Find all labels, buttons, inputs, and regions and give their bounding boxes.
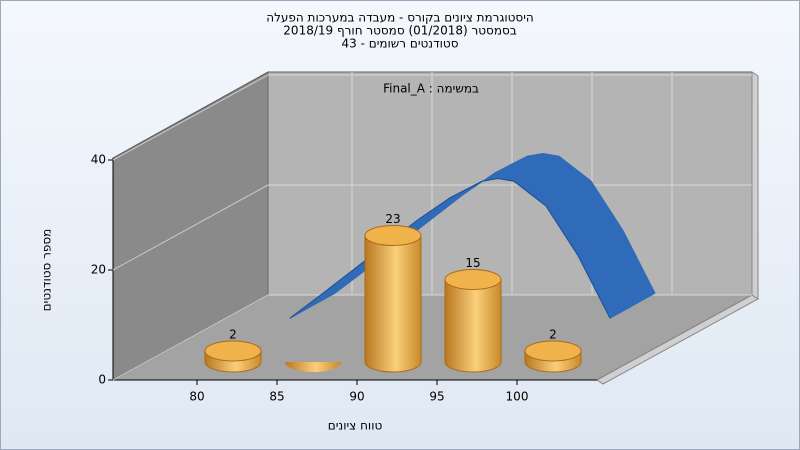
- value-label: 2: [229, 328, 237, 342]
- x-tick-label: 95: [429, 390, 444, 404]
- bar-top: [444, 269, 502, 290]
- x-tick-label: 90: [349, 390, 364, 404]
- histogram-bar: [285, 362, 341, 372]
- bar-top: [204, 340, 262, 362]
- value-label: 2: [549, 328, 557, 342]
- x-tick-label: 85: [269, 390, 284, 404]
- annotation: Final_A : במשימה: [383, 82, 479, 96]
- y-axis-label: מספר סטודנטים: [40, 229, 54, 312]
- value-label: 15: [465, 256, 480, 270]
- plot-walls: [112, 71, 759, 385]
- y-tick-label: 40: [91, 153, 106, 167]
- y-tick-label: 0: [98, 373, 106, 387]
- title-line: סטודנטים רשומים - 43: [341, 37, 458, 51]
- bar-top: [524, 340, 582, 362]
- title-line: היסטוגרמת ציונים בקורס - מעבדה במערכות ה…: [266, 11, 534, 25]
- y-tick-label: 20: [91, 263, 106, 277]
- x-tick-label: 80: [189, 390, 204, 404]
- value-label: 23: [385, 212, 400, 226]
- title-line: בסמסטר (01/2018) סמסטר חורף 2018/19: [283, 24, 516, 38]
- histogram-bar: [444, 279, 502, 373]
- grid-line: [112, 294, 269, 381]
- bar-top: [364, 225, 422, 246]
- grid-line: [112, 74, 269, 161]
- curve-edge: [289, 177, 611, 319]
- x-tick-label: 100: [506, 390, 529, 404]
- histogram-bar: [364, 235, 422, 373]
- x-axis-label: טווח ציונים: [328, 419, 383, 433]
- grid-line: [112, 184, 269, 271]
